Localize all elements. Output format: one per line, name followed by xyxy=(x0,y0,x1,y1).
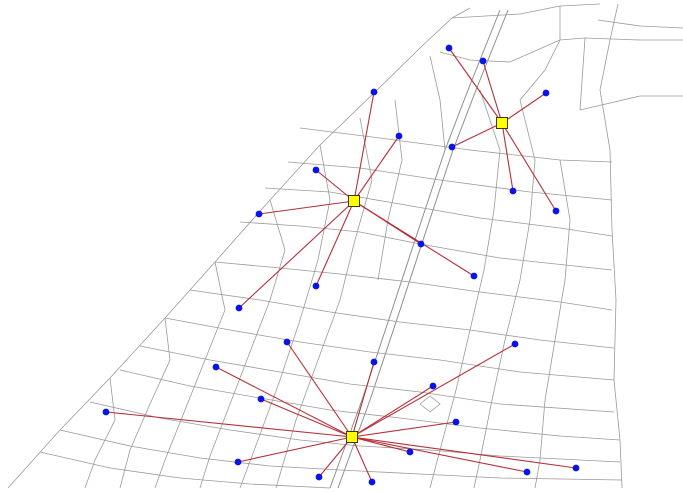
street-segment xyxy=(164,317,615,381)
street-segment xyxy=(419,395,441,413)
allocation-link xyxy=(353,200,475,277)
demand-point[interactable] xyxy=(368,478,376,486)
allocation-link xyxy=(351,436,577,469)
allocation-link xyxy=(286,341,353,438)
street-segment xyxy=(275,117,373,489)
street-segment xyxy=(597,19,683,29)
demand-point[interactable] xyxy=(312,166,320,174)
street-segment xyxy=(84,377,116,489)
allocation-link xyxy=(215,366,353,438)
demand-point[interactable] xyxy=(235,304,243,312)
allocation-link xyxy=(501,92,547,124)
allocation-links xyxy=(105,47,577,483)
allocation-link xyxy=(501,122,557,212)
demand-point[interactable] xyxy=(479,57,487,65)
facility-marker[interactable] xyxy=(348,195,360,207)
street-segment xyxy=(239,221,613,271)
allocation-link xyxy=(482,60,503,124)
allocation-link xyxy=(451,122,503,148)
demand-point[interactable] xyxy=(452,418,460,426)
demand-point[interactable] xyxy=(406,448,414,456)
demand-point[interactable] xyxy=(283,338,291,346)
allocation-link xyxy=(105,411,353,438)
allocation-link xyxy=(351,436,528,473)
street-segment xyxy=(429,55,446,151)
allocation-link xyxy=(351,343,516,438)
demand-point[interactable] xyxy=(370,358,378,366)
street-segment xyxy=(519,39,561,101)
street-segment xyxy=(239,144,331,489)
demand-point[interactable] xyxy=(509,187,517,195)
allocation-link xyxy=(315,169,355,202)
demand-point[interactable] xyxy=(312,282,320,290)
allocation-link xyxy=(351,436,373,483)
street-segment xyxy=(429,89,501,489)
allocation-link xyxy=(448,47,503,124)
street-segment xyxy=(189,289,615,349)
street-segment xyxy=(119,369,621,441)
allocation-link xyxy=(351,421,457,438)
street-segment xyxy=(473,99,536,489)
demand-point[interactable] xyxy=(552,207,560,215)
demand-point[interactable] xyxy=(542,89,550,97)
allocation-link xyxy=(501,122,514,192)
allocation-link xyxy=(351,436,411,453)
demand-point[interactable] xyxy=(255,210,263,218)
street-segment xyxy=(377,99,403,281)
street-segment xyxy=(7,7,471,489)
allocation-link xyxy=(353,135,400,202)
street-segment xyxy=(89,401,621,463)
allocation-link xyxy=(351,361,375,438)
street-segment xyxy=(534,159,571,489)
demand-points xyxy=(102,44,580,486)
demand-point[interactable] xyxy=(370,88,378,96)
street-segment xyxy=(199,199,286,489)
street-segment xyxy=(329,9,501,489)
allocation-link xyxy=(315,200,355,287)
demand-point[interactable] xyxy=(511,340,519,348)
street-segment xyxy=(119,317,171,489)
street-segment xyxy=(139,345,615,413)
allocation-link xyxy=(238,200,355,309)
demand-point[interactable] xyxy=(445,44,453,52)
street-segment xyxy=(337,9,509,489)
demand-point[interactable] xyxy=(417,240,425,248)
street-segment xyxy=(287,161,613,201)
street-segment xyxy=(299,127,613,163)
street-segment xyxy=(59,429,623,481)
demand-point[interactable] xyxy=(395,132,403,140)
allocation-link xyxy=(260,398,353,438)
street-segment xyxy=(264,187,613,237)
street-network xyxy=(7,3,683,489)
street-segment xyxy=(39,451,331,489)
demand-point[interactable] xyxy=(315,473,323,481)
demand-point[interactable] xyxy=(234,458,242,466)
street-segment xyxy=(579,37,683,111)
facility-marker[interactable] xyxy=(346,431,358,443)
facility-marker[interactable] xyxy=(496,117,508,129)
demand-point[interactable] xyxy=(448,143,456,151)
demand-point[interactable] xyxy=(429,382,437,390)
demand-point[interactable] xyxy=(523,468,531,476)
allocation-link xyxy=(353,91,375,202)
allocation-link xyxy=(318,436,353,478)
street-segment xyxy=(439,39,561,63)
allocation-link xyxy=(258,200,355,215)
street-segment xyxy=(451,3,601,19)
allocation-link xyxy=(351,385,434,438)
street-segment xyxy=(599,3,623,489)
demand-point[interactable] xyxy=(102,408,110,416)
allocation-link xyxy=(237,436,353,463)
demand-point[interactable] xyxy=(212,363,220,371)
facilities xyxy=(346,117,508,443)
demand-point[interactable] xyxy=(470,272,478,280)
street-segment xyxy=(154,261,226,489)
demand-point[interactable] xyxy=(257,395,265,403)
demand-point[interactable] xyxy=(572,464,580,472)
